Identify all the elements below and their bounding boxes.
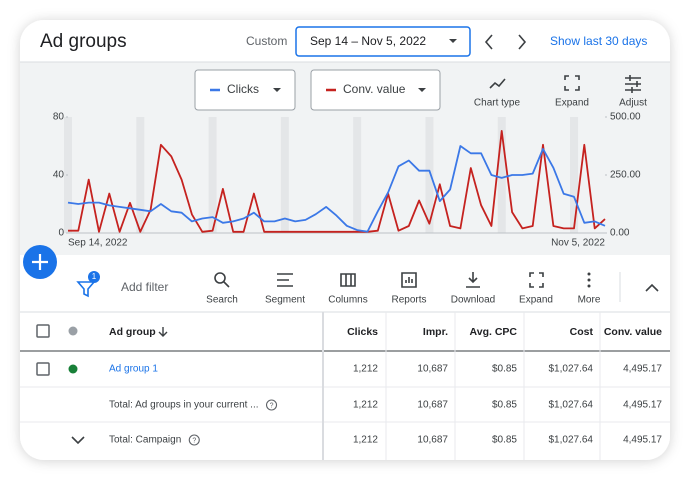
plot: 0 40 80 0.00 250.00 500.00 Sep 14, 2022 Nov 5, …: [53, 112, 641, 249]
weekend-band: [497, 117, 506, 233]
metric2-select[interactable]: [310, 69, 441, 111]
legend-label: Conv. value: [343, 82, 406, 96]
column-header[interactable]: Conv. value: [604, 326, 662, 338]
tool-label: Columns: [328, 295, 367, 306]
table: Ad group Clicks Impr. Avg. CPC Cost Conv. val…: [20, 311, 670, 460]
y-tick-label: 40: [53, 170, 65, 181]
column-header[interactable]: Clicks: [347, 326, 378, 338]
column-header[interactable]: Ad group: [109, 326, 156, 338]
reports-icon[interactable]: [401, 272, 417, 288]
cell: 1,212: [353, 435, 378, 446]
weekend-band: [136, 117, 145, 233]
help-icon[interactable]: [265, 399, 278, 411]
tool-label: Segment: [265, 295, 305, 306]
tool-label: Search: [206, 295, 238, 306]
weekend-band: [425, 117, 434, 233]
total-label: Total: Campaign: [109, 435, 181, 446]
weekend-band: [353, 117, 362, 233]
show-last-link[interactable]: Show last 30 days: [550, 34, 647, 48]
status-dot: [68, 326, 78, 336]
page-title: Ad groups: [40, 31, 127, 52]
weekend-band: [280, 117, 289, 233]
cell: $1,027.64: [549, 364, 594, 375]
cell: $0.85: [492, 435, 517, 446]
chart-tool-label: Chart type: [474, 98, 521, 109]
total-label: Total: Ad groups in your current ...: [109, 400, 259, 411]
y2-tick-label: 500.00: [610, 112, 641, 123]
column-header[interactable]: Cost: [570, 326, 594, 338]
chart-tool-label: Expand: [555, 98, 589, 109]
dropdown-arrow: [273, 88, 281, 92]
help-mark: ?: [270, 402, 274, 409]
status-dot: [68, 364, 78, 374]
toolbar: Search Segment Columns Reports Download Expan…: [206, 295, 601, 306]
y2-tick-label: 250.00: [610, 170, 641, 181]
filter-badge: [88, 271, 100, 283]
dropdown-arrow: [418, 88, 426, 92]
x-tick-label: Nov 5, 2022: [551, 238, 605, 249]
column-header[interactable]: Avg. CPC: [470, 326, 518, 338]
series-line: [68, 130, 606, 233]
sort-arrow: [158, 327, 168, 337]
cell: 1,212: [353, 400, 378, 411]
next-button[interactable]: [518, 34, 527, 50]
y-tick-label: 0: [58, 228, 64, 239]
search-icon[interactable]: [214, 272, 230, 288]
cell: 10,687: [417, 364, 448, 375]
dropdown-arrow: [449, 39, 457, 43]
help-mark: ?: [192, 437, 196, 444]
ad-group-link[interactable]: Ad group 1: [109, 364, 158, 375]
cell: 1,212: [353, 364, 378, 375]
x-tick-label: Sep 14, 2022: [68, 238, 128, 249]
checkbox[interactable]: [36, 362, 50, 376]
cell: 10,687: [417, 435, 448, 446]
date-range: Sep 14 – Nov 5, 2022: [310, 34, 426, 48]
tool-label: Expand: [519, 295, 553, 306]
more-icon[interactable]: [587, 272, 591, 288]
cell: 4,495.17: [623, 364, 662, 375]
column-header[interactable]: Impr.: [423, 326, 448, 338]
expand-icon[interactable]: [529, 272, 544, 288]
date-picker[interactable]: [295, 26, 471, 57]
filter-count: 1: [92, 272, 97, 281]
download-icon[interactable]: [466, 272, 480, 288]
range-label: Custom: [246, 34, 287, 48]
y2-tick-label: 0.00: [610, 228, 630, 239]
tool-label: Reports: [391, 295, 426, 306]
legend-label: Clicks: [227, 82, 259, 96]
plus-icon: [32, 254, 48, 270]
prev-button[interactable]: [484, 34, 493, 50]
chart-type-icon[interactable]: [489, 78, 506, 89]
checkbox[interactable]: [36, 324, 50, 338]
series-line: [67, 145, 606, 233]
help-icon[interactable]: [188, 434, 200, 446]
expand-icon[interactable]: [564, 75, 580, 91]
tool-label: Download: [451, 295, 495, 306]
y-tick-label: 80: [53, 112, 65, 123]
cell: 10,687: [417, 400, 448, 411]
add-filter[interactable]: Add filter: [121, 280, 168, 294]
cell: $1,027.64: [549, 435, 594, 446]
segment-icon[interactable]: [277, 273, 293, 287]
cell: $1,027.64: [549, 400, 594, 411]
cell: $0.85: [492, 364, 517, 375]
chart-tool-label: Adjust: [619, 98, 647, 109]
tool-label: More: [578, 295, 601, 306]
metric1-select[interactable]: [194, 69, 296, 111]
cell: 4,495.17: [623, 400, 662, 411]
weekend-band: [208, 117, 217, 233]
columns-icon[interactable]: [340, 273, 356, 287]
cell: $0.85: [492, 400, 517, 411]
cell: 4,495.17: [623, 435, 662, 446]
collapse-button[interactable]: [645, 283, 659, 292]
adjust-icon[interactable]: [625, 75, 641, 93]
weekend-band: [570, 117, 579, 233]
expand-chevron[interactable]: [71, 436, 85, 445]
